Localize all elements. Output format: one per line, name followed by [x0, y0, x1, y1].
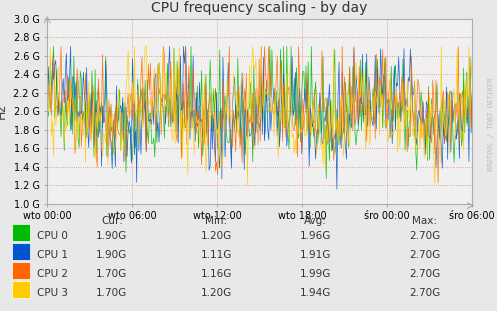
- Text: 2.70G: 2.70G: [410, 288, 440, 298]
- Title: CPU frequency scaling - by day: CPU frequency scaling - by day: [152, 1, 368, 15]
- Text: 1.70G: 1.70G: [96, 269, 127, 279]
- Text: CPU 0: CPU 0: [37, 231, 68, 241]
- Text: 1.90G: 1.90G: [96, 250, 127, 260]
- Bar: [12, 281, 30, 298]
- Text: CPU 1: CPU 1: [37, 250, 68, 260]
- Text: 1.96G: 1.96G: [300, 231, 331, 241]
- Text: 1.70G: 1.70G: [96, 288, 127, 298]
- Text: 2.70G: 2.70G: [410, 269, 440, 279]
- Bar: [12, 243, 30, 260]
- Text: Max:: Max:: [413, 216, 437, 226]
- Text: 1.94G: 1.94G: [300, 288, 331, 298]
- Y-axis label: Hz: Hz: [0, 103, 8, 119]
- Text: 1.20G: 1.20G: [201, 288, 232, 298]
- Text: 1.20G: 1.20G: [201, 231, 232, 241]
- Text: CPU 2: CPU 2: [37, 269, 68, 279]
- Text: CPU 3: CPU 3: [37, 288, 68, 298]
- Text: Cur:: Cur:: [101, 216, 123, 226]
- Text: Avg:: Avg:: [304, 216, 327, 226]
- Bar: [12, 262, 30, 279]
- Text: 1.90G: 1.90G: [96, 231, 127, 241]
- Text: 2.70G: 2.70G: [410, 231, 440, 241]
- Bar: [12, 224, 30, 241]
- Text: 1.99G: 1.99G: [300, 269, 331, 279]
- Text: 1.11G: 1.11G: [200, 250, 232, 260]
- Text: Min:: Min:: [205, 216, 227, 226]
- Text: 1.91G: 1.91G: [300, 250, 331, 260]
- Text: RRDTOOL / TOBI OETIKER: RRDTOOL / TOBI OETIKER: [488, 78, 494, 171]
- Text: 1.16G: 1.16G: [200, 269, 232, 279]
- Text: 2.70G: 2.70G: [410, 250, 440, 260]
